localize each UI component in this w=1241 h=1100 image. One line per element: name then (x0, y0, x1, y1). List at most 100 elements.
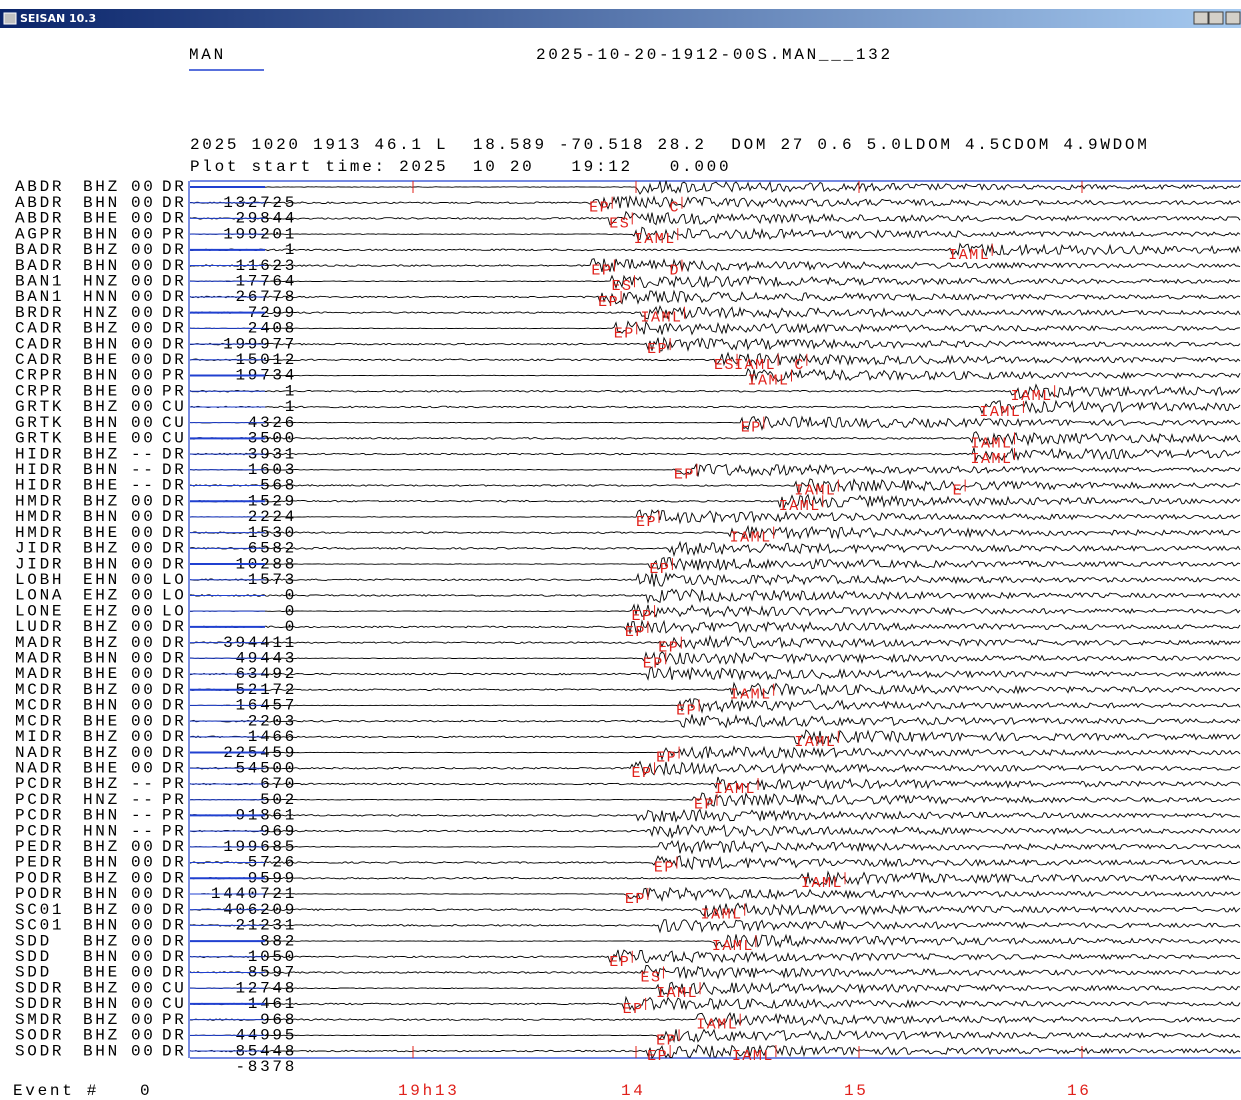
station: ABDR (15, 210, 64, 228)
amplitude: 968 (260, 1011, 297, 1029)
component: BHN (83, 697, 120, 715)
phase-label: IAML (634, 231, 676, 248)
waveform (189, 289, 1241, 305)
location: 00 (131, 430, 156, 448)
location: 00 (131, 885, 156, 903)
network: DR (162, 901, 187, 919)
network: DR (162, 210, 187, 228)
location: 00 (131, 995, 156, 1013)
station: MCDR (15, 681, 64, 699)
station: NADR (15, 759, 64, 777)
network: DR (162, 885, 187, 903)
network: CU (162, 979, 187, 997)
station: HIDR (15, 477, 64, 495)
close-button[interactable] (1225, 11, 1241, 25)
network: DR (162, 948, 187, 966)
station: PCDR (15, 807, 64, 825)
phase-label: IAML (730, 687, 772, 704)
station: SC01 (15, 917, 64, 935)
component: BHN (83, 257, 120, 275)
location: 00 (131, 728, 156, 746)
location: 00 (131, 1027, 156, 1045)
phase-label: EP (654, 859, 675, 876)
maximize-button[interactable] (1208, 11, 1224, 25)
network: PR (162, 822, 187, 840)
location: -- (131, 477, 156, 495)
component: BHE (83, 759, 120, 777)
phase-label: IAML (794, 482, 836, 499)
phase-label: EP (589, 200, 610, 217)
phase-label: IAML (948, 247, 990, 264)
waveform (190, 697, 1241, 714)
phase-label: EP (614, 325, 635, 342)
location: 00 (131, 225, 156, 243)
network: PR (162, 791, 187, 809)
hypocenter-line: 2025 1020 1913 46.1 L 18.589 -70.518 28.… (190, 136, 1150, 154)
waveform (189, 651, 1241, 666)
waveform (189, 619, 1241, 635)
network: DR (162, 461, 187, 479)
phase-label: EP (647, 341, 668, 358)
network: DR (162, 697, 187, 715)
waveform (189, 509, 1241, 525)
phase-label: ES (714, 357, 735, 374)
component: BHZ (83, 1027, 120, 1045)
phase-label: ES (611, 278, 632, 295)
component: BHN (83, 854, 120, 872)
phase-label: IAML (734, 357, 776, 374)
waveform (189, 965, 1241, 980)
location: 00 (131, 351, 156, 369)
waveform (189, 242, 1241, 257)
location: 00 (131, 257, 156, 275)
location: 00 (131, 587, 156, 605)
network: CU (162, 398, 187, 416)
location: 00 (131, 414, 156, 432)
amplitude: 7299 (248, 304, 297, 322)
network: CU (162, 414, 187, 432)
waveform (189, 714, 1241, 729)
amplitude: 1050 (248, 948, 297, 966)
station: HMDR (15, 508, 64, 526)
file-name: 2025-10-20-1912-00S.MAN___132 (536, 46, 893, 64)
network: DR (162, 288, 187, 306)
location: 00 (131, 1011, 156, 1029)
location: 00 (131, 618, 156, 636)
phase-label: ES (609, 215, 630, 232)
phase-label: EP (741, 420, 762, 437)
network: DR (162, 272, 187, 290)
station: CADR (15, 335, 64, 353)
station: CADR (15, 351, 64, 369)
location: 00 (131, 492, 156, 510)
location: 00 (131, 838, 156, 856)
component: HNZ (83, 272, 120, 290)
component: BHZ (83, 1011, 120, 1029)
phase-label: IAML (794, 734, 836, 751)
time-tick-label: 14 (621, 1082, 646, 1100)
location: -- (131, 791, 156, 809)
station: PCDR (15, 791, 64, 809)
station: SDDR (15, 979, 64, 997)
waveform (189, 478, 1241, 493)
location: 00 (131, 540, 156, 558)
station: SDDR (15, 995, 64, 1013)
station: AGPR (15, 225, 64, 243)
component: BHZ (83, 634, 120, 652)
location: 00 (131, 178, 156, 196)
component: BHZ (83, 728, 120, 746)
minimize-button[interactable] (1193, 11, 1209, 25)
waveform (189, 824, 1241, 839)
waveform (190, 634, 1241, 650)
component: BHN (83, 225, 120, 243)
waveform (189, 886, 1241, 902)
waveform (189, 981, 1241, 997)
station: SDD (15, 932, 52, 950)
waveform (189, 571, 1241, 587)
network: DR (162, 728, 187, 746)
amplitude: 3931 (248, 445, 297, 463)
network: CU (162, 430, 187, 448)
component: BHN (83, 508, 120, 526)
network: DR (162, 335, 187, 353)
waveform (189, 447, 1241, 462)
station: MADR (15, 650, 64, 668)
